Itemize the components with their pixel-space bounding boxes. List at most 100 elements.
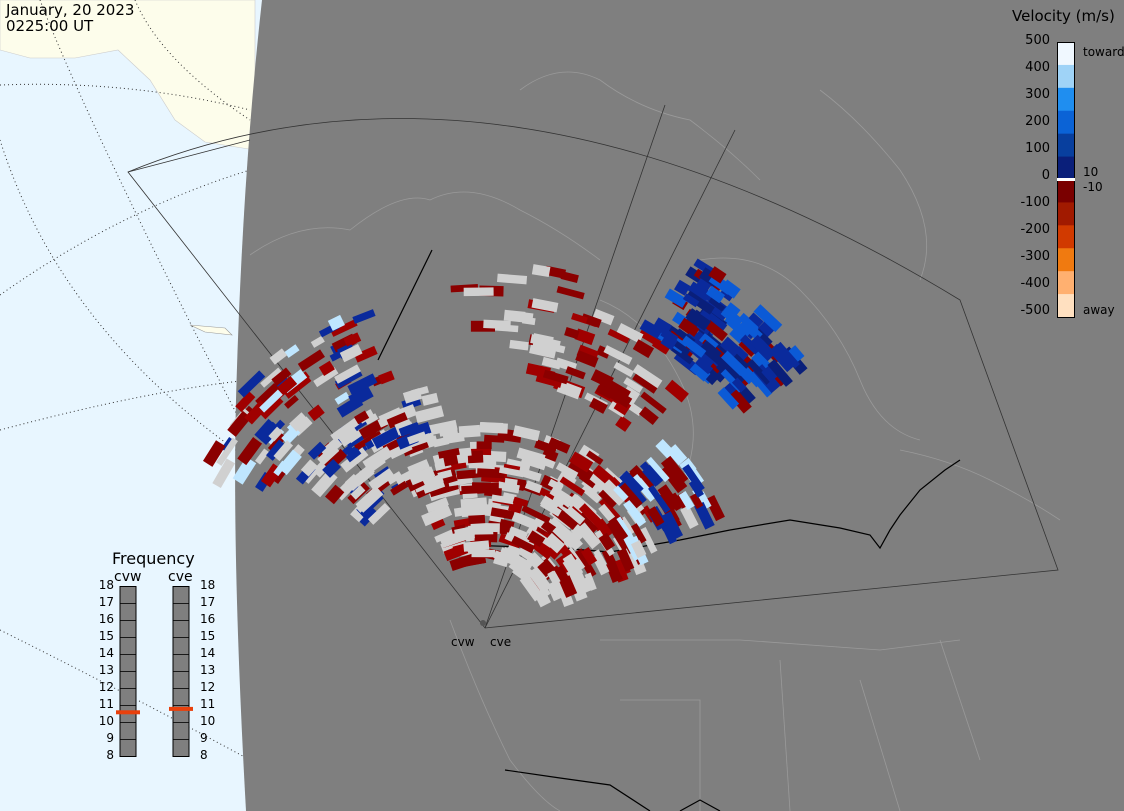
scatter-cell [338, 426, 361, 447]
scatter-cell [509, 339, 529, 351]
scatter-cell [696, 274, 714, 292]
scatter-cell [605, 561, 623, 583]
scatter-cell [232, 456, 257, 485]
scatter-cell [407, 431, 427, 445]
scatter-cell [724, 302, 741, 318]
scatter-cell [542, 369, 569, 385]
frequency-scale-label: 16 [200, 612, 216, 626]
scatter-cell [532, 335, 561, 352]
scatter-cell [414, 405, 445, 424]
scatter-cell [355, 485, 384, 513]
time-label: 0225:00 UT [6, 17, 94, 35]
scatter-cell [538, 456, 556, 469]
scatter-cell [512, 425, 541, 442]
scatter-cell [757, 321, 775, 338]
scatter-cell [574, 328, 596, 346]
frequency-scale-label: 10 [200, 714, 216, 728]
radar-label-cvw: cvw [451, 635, 475, 649]
frequency-scale-label: 17 [200, 595, 216, 609]
scatter-cell [580, 483, 602, 504]
scatter-cell [538, 487, 556, 501]
scatter-cell [430, 517, 446, 531]
scatter-cell [559, 476, 586, 497]
scatter-cell [348, 385, 374, 408]
frequency-bar-grid [116, 586, 193, 757]
frequency-scale-label: 15 [98, 629, 114, 643]
scatter-cell [731, 377, 747, 393]
scatter-cell [575, 350, 599, 368]
scatter-cell [630, 523, 647, 544]
scatter-cell [441, 422, 456, 435]
scatter-cell [386, 412, 409, 429]
colorbar-tick-label: -200 [1020, 222, 1050, 237]
colorbar-step [1057, 42, 1075, 66]
scatter-cell [682, 293, 700, 308]
scatter-cell [497, 481, 520, 494]
scatter-cell [682, 464, 705, 493]
scatter-cell [699, 340, 722, 362]
scatter-cell [511, 566, 527, 580]
scatter-cell [687, 281, 711, 302]
scatter-cell [705, 285, 726, 304]
radar-label-cve: cve [490, 635, 512, 649]
scatter-cell [259, 389, 283, 413]
scatter-cell [565, 506, 586, 525]
colorbar-step [1057, 87, 1075, 112]
frequency-scale-label: 11 [98, 697, 114, 711]
frequency-scale-label: 12 [200, 680, 216, 694]
scatter-cell [371, 426, 401, 449]
scatter-cell [317, 444, 340, 466]
scatter-cell [325, 484, 345, 505]
colorbar-step [1057, 179, 1075, 203]
scatter-cell [350, 485, 366, 500]
scatter-cell [498, 466, 525, 478]
frequency-scale-label: 8 [200, 748, 208, 762]
scatter-cell [580, 547, 598, 566]
scatter-cell [340, 447, 369, 473]
scatter-cell [467, 450, 484, 464]
away-label: away [1083, 303, 1115, 317]
colorbar-step [1057, 110, 1075, 135]
scatter-cell [695, 357, 714, 375]
scatter-cell [284, 395, 299, 409]
scatter-cell [598, 487, 620, 509]
scatter-cell [352, 309, 376, 324]
scatter-cell [490, 507, 515, 520]
scatter-cell [327, 314, 345, 331]
scatter-cell [334, 364, 361, 384]
scatter-cell [666, 444, 688, 466]
scatter-cell [708, 266, 727, 284]
scatter-cell [425, 497, 449, 513]
scatter-cell [638, 406, 659, 426]
scatter-cell [568, 451, 594, 473]
scatter-cell [572, 576, 586, 597]
scatter-cell [767, 359, 793, 387]
scatter-cell [273, 460, 288, 477]
scatter-cell [578, 503, 604, 528]
date-label: January, 20 2023 [6, 1, 135, 19]
scatter-cell [261, 421, 280, 441]
scatter-cell [535, 372, 563, 388]
scatter-cell [269, 348, 288, 365]
frequency-scale-label: 14 [98, 646, 114, 660]
scatter-cell [237, 370, 266, 398]
frequency-scale-label: 14 [200, 646, 216, 660]
colorbar-tick-label: 0 [1041, 168, 1050, 183]
frequency-scale-label: 15 [200, 629, 216, 643]
scatter-cell [237, 437, 263, 466]
frequency-scale-label: 11 [200, 697, 216, 711]
frequency-marker-cvw [116, 710, 140, 715]
scatter-cell [313, 367, 339, 388]
scatter-cell [574, 548, 597, 578]
toward-label: toward [1083, 45, 1124, 59]
scatter-cell [516, 447, 546, 466]
scatter-cell [631, 540, 647, 559]
scatter-cell [664, 288, 688, 308]
scatter-cell [648, 485, 671, 514]
scatter-cell [353, 410, 370, 425]
scatter-cell [483, 319, 511, 330]
scatter-cell [600, 479, 628, 506]
scatter-cell [660, 455, 689, 487]
scatter-cell [497, 273, 528, 285]
